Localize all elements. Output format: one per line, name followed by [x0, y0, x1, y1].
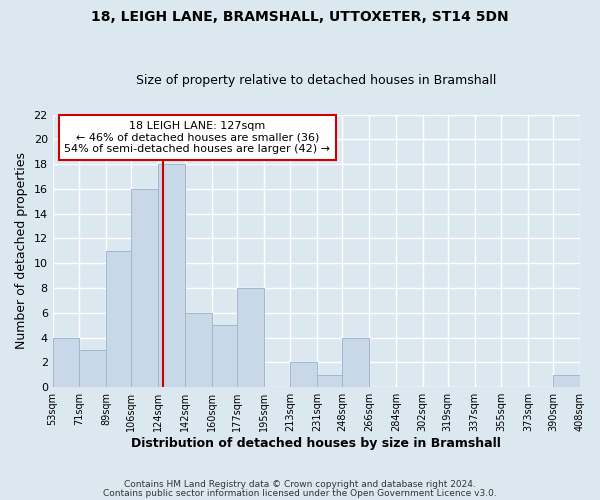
- Bar: [79, 350, 106, 387]
- Bar: [158, 164, 185, 387]
- Bar: [237, 288, 263, 387]
- Text: Contains HM Land Registry data © Crown copyright and database right 2024.: Contains HM Land Registry data © Crown c…: [124, 480, 476, 489]
- Text: 18, LEIGH LANE, BRAMSHALL, UTTOXETER, ST14 5DN: 18, LEIGH LANE, BRAMSHALL, UTTOXETER, ST…: [91, 10, 509, 24]
- Y-axis label: Number of detached properties: Number of detached properties: [15, 152, 28, 350]
- Bar: [317, 375, 343, 387]
- Text: 18 LEIGH LANE: 127sqm
← 46% of detached houses are smaller (36)
54% of semi-deta: 18 LEIGH LANE: 127sqm ← 46% of detached …: [64, 121, 331, 154]
- Bar: [553, 375, 580, 387]
- Bar: [131, 189, 158, 387]
- Bar: [106, 251, 131, 387]
- Text: Contains public sector information licensed under the Open Government Licence v3: Contains public sector information licen…: [103, 489, 497, 498]
- Bar: [290, 362, 317, 387]
- Title: Size of property relative to detached houses in Bramshall: Size of property relative to detached ho…: [136, 74, 497, 87]
- Bar: [212, 325, 237, 387]
- X-axis label: Distribution of detached houses by size in Bramshall: Distribution of detached houses by size …: [131, 437, 501, 450]
- Bar: [53, 338, 79, 387]
- Bar: [343, 338, 369, 387]
- Bar: [185, 313, 212, 387]
